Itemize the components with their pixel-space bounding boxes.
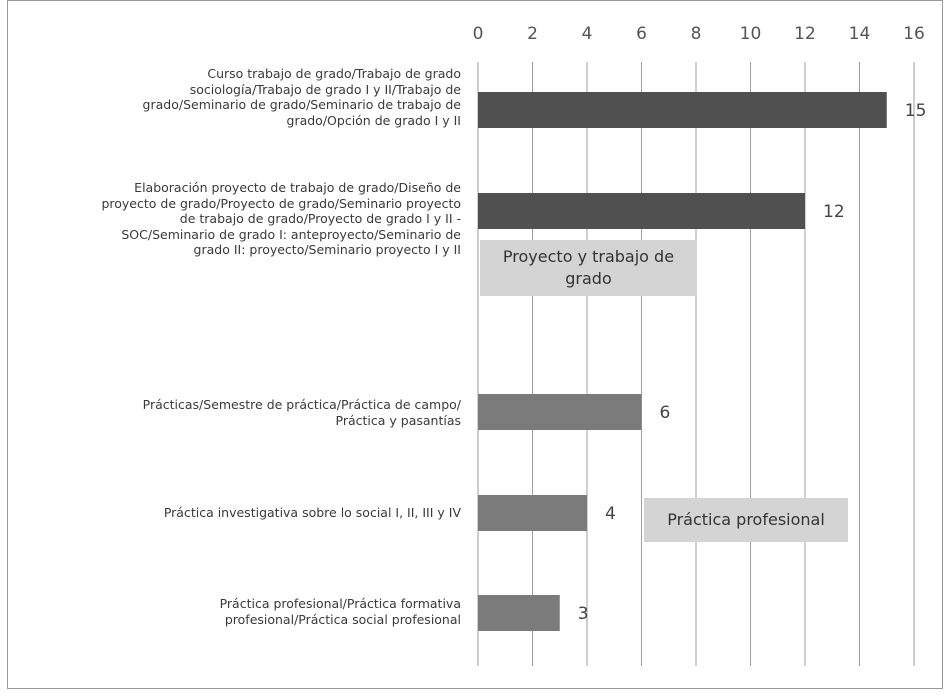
category-label-line: Práctica y pasantías: [143, 413, 461, 429]
data-labels: 15 12 6 4 3: [578, 101, 927, 624]
x-axis-tick-labels: 0 2 4 6 8 10 12 14 16: [473, 24, 925, 44]
x-tick-label: 2: [527, 24, 538, 44]
category-label-3: Prácticas/Semestre de práctica/Práctica …: [143, 397, 461, 428]
data-label: 12: [823, 202, 845, 222]
category-label-line: grado/Opción de grado I y II: [143, 113, 461, 129]
bar: [478, 193, 805, 229]
category-label-5: Práctica profesional/Práctica formativa …: [220, 596, 461, 627]
x-tick-label: 4: [582, 24, 593, 44]
data-label: 4: [605, 504, 616, 524]
x-tick-label: 8: [691, 24, 702, 44]
group-label-line: grado: [503, 268, 674, 290]
x-tick-label: 10: [740, 24, 762, 44]
category-label-line: grado II: proyecto/Seminario proyecto I …: [101, 242, 461, 258]
grid-lines: [478, 62, 914, 666]
x-tick-label: 12: [794, 24, 816, 44]
category-label-line: grado/Seminario de grado/Seminario de tr…: [143, 97, 461, 113]
data-label: 6: [660, 403, 671, 423]
x-tick-label: 6: [636, 24, 647, 44]
x-tick-label: 0: [473, 24, 484, 44]
category-label-line: sociología/Trabajo de grado I y II/Traba…: [143, 82, 461, 98]
category-label-4: Práctica investigativa sobre lo social I…: [164, 505, 461, 521]
category-label-line: Prácticas/Semestre de práctica/Práctica …: [143, 397, 461, 413]
category-label-1: Curso trabajo de grado/Trabajo de grado …: [143, 66, 461, 128]
group-label-line: Proyecto y trabajo de: [503, 246, 674, 268]
data-label: 3: [578, 604, 589, 624]
bar: [478, 595, 560, 631]
x-tick-label: 14: [849, 24, 871, 44]
group-label-line: Práctica profesional: [667, 509, 825, 531]
category-label-line: proyecto de grado/Proyecto de grado/Semi…: [101, 196, 461, 212]
group-label-proyecto: Proyecto y trabajo de grado: [480, 240, 697, 296]
bars: [478, 92, 887, 631]
bar: [478, 495, 587, 531]
category-label-line: SOC/Seminario de grado I: anteproyecto/S…: [101, 227, 461, 243]
x-tick-label: 16: [903, 24, 925, 44]
bar: [478, 92, 887, 128]
category-label-line: de trabajo de grado/Proyecto de grado I …: [101, 211, 461, 227]
category-label-line: Práctica profesional/Práctica formativa: [220, 596, 461, 612]
group-label-practica: Práctica profesional: [644, 498, 848, 542]
category-label-2: Elaboración proyecto de trabajo de grado…: [101, 180, 461, 258]
category-label-line: Curso trabajo de grado/Trabajo de grado: [143, 66, 461, 82]
data-label: 15: [905, 101, 927, 121]
category-label-line: profesional/Práctica social profesional: [220, 612, 461, 628]
category-label-line: Elaboración proyecto de trabajo de grado…: [101, 180, 461, 196]
category-label-line: Práctica investigativa sobre lo social I…: [164, 505, 461, 521]
bar: [478, 394, 642, 430]
